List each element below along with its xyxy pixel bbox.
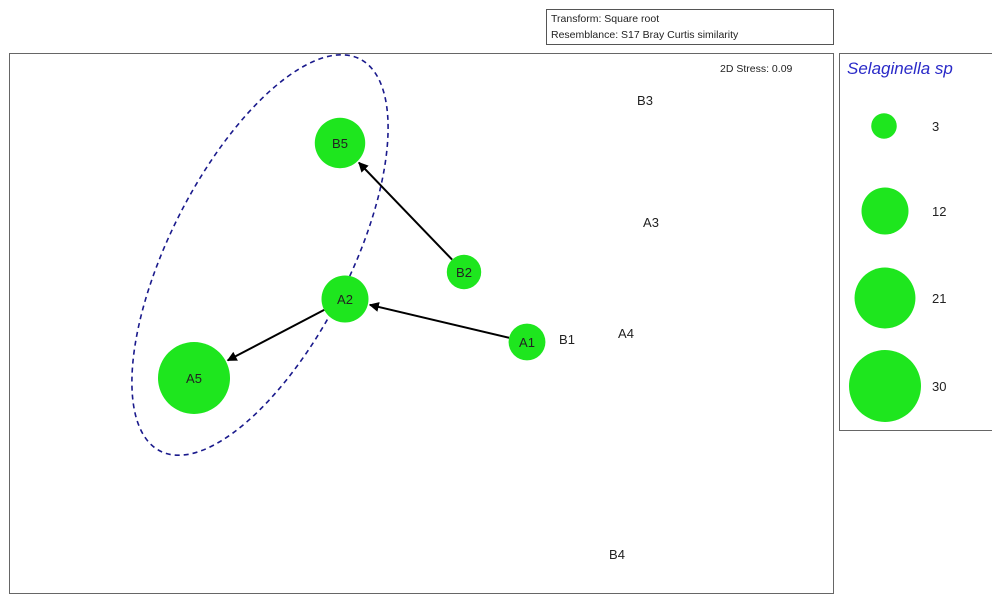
point-label-a4: A4 bbox=[618, 326, 634, 341]
point-label-a3: A3 bbox=[643, 215, 659, 230]
legend-bubble-3 bbox=[871, 113, 897, 139]
point-label-b2: B2 bbox=[456, 265, 472, 280]
legend-bubble-30 bbox=[849, 350, 921, 422]
stress-label: 2D Stress: 0.09 bbox=[720, 63, 793, 75]
point-label-a5: A5 bbox=[186, 371, 202, 386]
legend-value-21: 21 bbox=[932, 291, 946, 306]
point-label-b4: B4 bbox=[609, 547, 625, 562]
arrow-a1-to-a2 bbox=[368, 302, 510, 339]
transform-info-box: Transform: Square root Resemblance: S17 … bbox=[546, 9, 834, 45]
legend-title: Selaginella sp bbox=[847, 59, 953, 78]
legend-bubble-12 bbox=[861, 187, 909, 235]
point-label-a1: A1 bbox=[519, 335, 535, 350]
bubble-a2 bbox=[321, 275, 369, 323]
point-label-b5: B5 bbox=[332, 136, 348, 151]
bubble-legend-frame bbox=[839, 53, 992, 431]
resemblance-text: Resemblance: S17 Bray Curtis similarity bbox=[551, 29, 739, 41]
legend-value-30: 30 bbox=[932, 379, 946, 394]
group-ellipse bbox=[131, 53, 389, 457]
point-label-a2: A2 bbox=[337, 292, 353, 307]
bubble-b5 bbox=[314, 117, 366, 169]
arrow-a2-to-a5 bbox=[226, 309, 325, 362]
legend-value-3: 3 bbox=[932, 119, 939, 134]
legend-bubble-21 bbox=[854, 267, 916, 329]
bubble-a1 bbox=[508, 323, 546, 361]
point-label-b3: B3 bbox=[637, 93, 653, 108]
point-label-b1: B1 bbox=[559, 332, 575, 347]
legend-value-12: 12 bbox=[932, 204, 946, 219]
arrow-b2-to-b5 bbox=[358, 161, 453, 261]
bubble-a5 bbox=[158, 342, 230, 414]
mds-plot-frame bbox=[9, 53, 834, 594]
transform-text: Transform: Square root bbox=[551, 13, 660, 25]
bubble-b2 bbox=[446, 254, 482, 290]
